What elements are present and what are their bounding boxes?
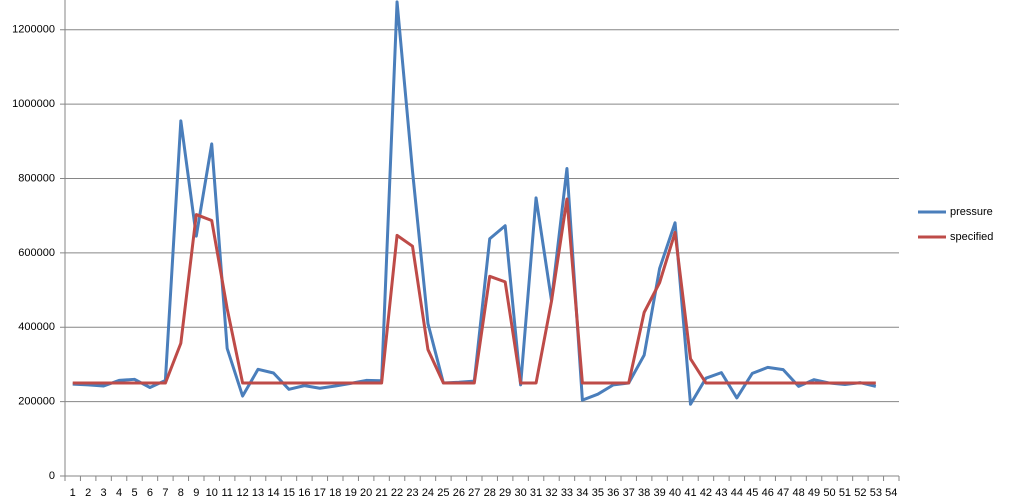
x-tick-label: 5 bbox=[131, 487, 137, 499]
legend-label: specified bbox=[950, 231, 993, 243]
x-tick-label: 40 bbox=[669, 487, 681, 499]
x-tick-label: 53 bbox=[870, 487, 882, 499]
x-tick-label: 7 bbox=[162, 487, 168, 499]
x-tick-label: 54 bbox=[885, 487, 897, 499]
x-tick-label: 51 bbox=[839, 487, 851, 499]
y-tick-label: 800000 bbox=[18, 172, 55, 184]
x-tick-label: 46 bbox=[762, 487, 774, 499]
x-tick-label: 34 bbox=[576, 487, 588, 499]
x-tick-label: 41 bbox=[684, 487, 696, 499]
x-tick-label: 24 bbox=[422, 487, 434, 499]
x-tick-label: 38 bbox=[638, 487, 650, 499]
x-tick-label: 14 bbox=[267, 487, 279, 499]
x-tick-label: 3 bbox=[101, 487, 107, 499]
x-tick-label: 49 bbox=[808, 487, 820, 499]
x-tick-label: 36 bbox=[607, 487, 619, 499]
x-tick-label: 2 bbox=[85, 487, 91, 499]
x-tick-label: 22 bbox=[391, 487, 403, 499]
x-tick-label: 26 bbox=[453, 487, 465, 499]
x-tick-label: 44 bbox=[731, 487, 743, 499]
x-tick-label: 15 bbox=[283, 487, 295, 499]
x-tick-label: 6 bbox=[147, 487, 153, 499]
x-tick-label: 10 bbox=[206, 487, 218, 499]
y-tick-label: 1000000 bbox=[12, 98, 55, 110]
x-tick-label: 17 bbox=[314, 487, 326, 499]
x-tick-label: 8 bbox=[178, 487, 184, 499]
x-tick-label: 19 bbox=[345, 487, 357, 499]
y-tick-label: 400000 bbox=[18, 321, 55, 333]
x-tick-label: 11 bbox=[221, 487, 232, 499]
x-tick-label: 32 bbox=[545, 487, 557, 499]
x-tick-label: 50 bbox=[823, 487, 835, 499]
x-tick-label: 13 bbox=[252, 487, 264, 499]
x-tick-label: 47 bbox=[777, 487, 789, 499]
x-tick-label: 29 bbox=[499, 487, 511, 499]
x-tick-label: 52 bbox=[854, 487, 866, 499]
line-series bbox=[72, 197, 876, 385]
x-tick-label: 23 bbox=[406, 487, 418, 499]
y-tick-label: 1200000 bbox=[12, 24, 55, 36]
x-tick-label: 48 bbox=[792, 487, 804, 499]
y-tick-label: 600000 bbox=[18, 247, 55, 259]
x-tick-label: 39 bbox=[653, 487, 665, 499]
x-tick-label: 4 bbox=[116, 487, 122, 499]
x-tick-label: 25 bbox=[437, 487, 449, 499]
x-tick-label: 33 bbox=[561, 487, 573, 499]
x-tick-label: 20 bbox=[360, 487, 372, 499]
x-tick-label: 16 bbox=[298, 487, 310, 499]
x-tick-label: 18 bbox=[329, 487, 341, 499]
x-tick-label: 45 bbox=[746, 487, 758, 499]
x-tick-label: 43 bbox=[715, 487, 727, 499]
x-tick-label: 1 bbox=[70, 487, 76, 499]
x-tick-label: 37 bbox=[623, 487, 635, 499]
x-tick-label: 21 bbox=[375, 487, 387, 499]
legend-label: pressure bbox=[950, 206, 993, 218]
x-tick-label: 12 bbox=[236, 487, 248, 499]
x-tick-label: 28 bbox=[484, 487, 496, 499]
x-tick-label: 42 bbox=[700, 487, 712, 499]
x-tick-label: 35 bbox=[592, 487, 604, 499]
x-tick-label: 31 bbox=[530, 487, 542, 499]
y-tick-label: 200000 bbox=[18, 396, 55, 408]
x-tick-label: 27 bbox=[468, 487, 480, 499]
x-tick-label: 9 bbox=[193, 487, 199, 499]
x-tick-label: 30 bbox=[514, 487, 526, 499]
y-tick-label: 0 bbox=[49, 470, 55, 482]
